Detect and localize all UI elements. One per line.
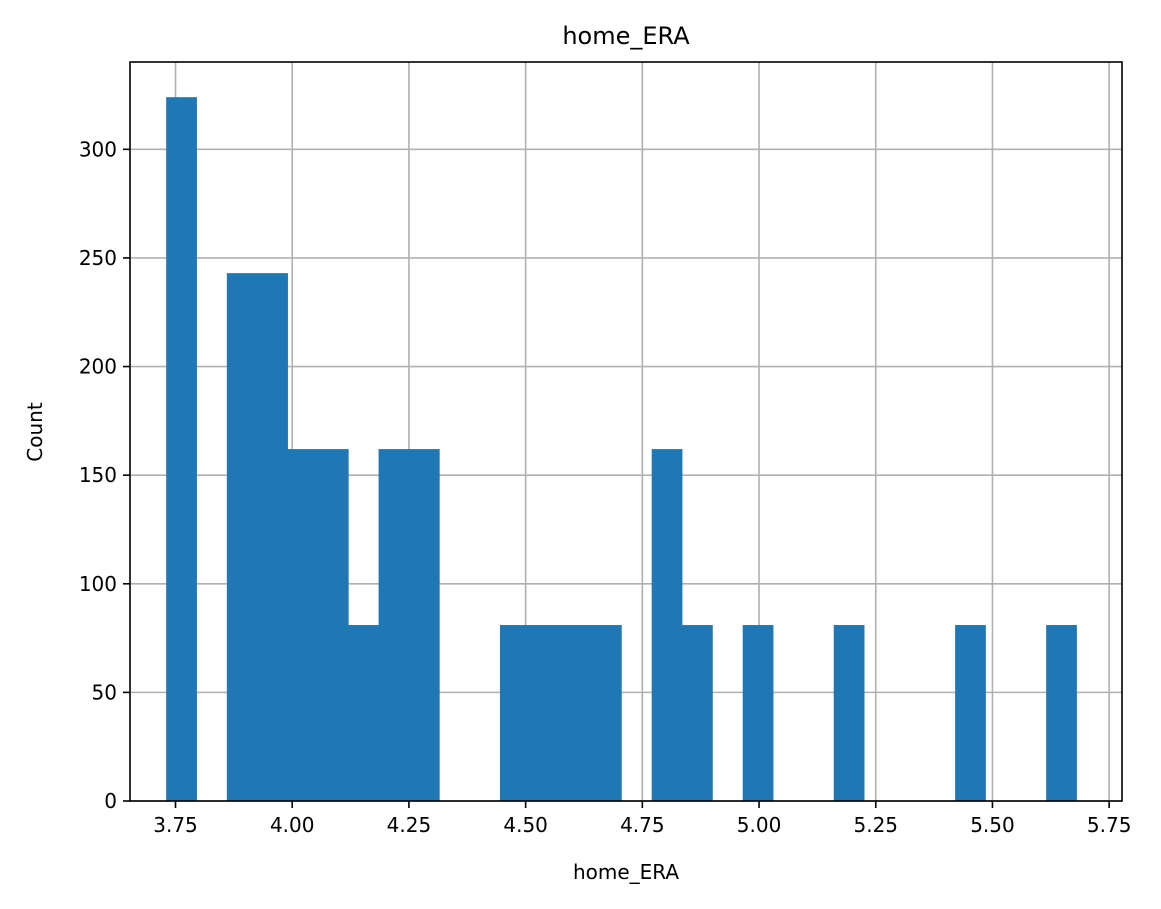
- histogram-bar: [166, 97, 197, 801]
- y-axis-ticks: 0 50 100 150 200 250 300: [79, 137, 130, 813]
- x-tick-label: 5.25: [853, 813, 898, 837]
- histogram-bar: [955, 625, 986, 801]
- histogram-bar: [287, 449, 319, 801]
- plot-area: [129, 61, 1123, 802]
- histogram-bar: [682, 625, 713, 801]
- x-tick-label: 4.50: [503, 813, 548, 837]
- histogram-bar: [651, 449, 683, 801]
- histogram-bar: [1046, 625, 1077, 801]
- x-tick-label: 5.75: [1087, 813, 1132, 837]
- chart-title: home_ERA: [562, 22, 690, 50]
- histogram-bar: [378, 449, 410, 801]
- y-tick-label: 0: [104, 789, 117, 813]
- histogram-bar: [742, 625, 774, 801]
- y-tick-label: 50: [92, 680, 117, 704]
- x-tick-label: 4.00: [270, 813, 315, 837]
- histogram-bar: [317, 449, 349, 801]
- histogram-bar: [590, 625, 622, 801]
- y-tick-label: 200: [79, 355, 117, 379]
- x-tick-label: 3.75: [153, 813, 198, 837]
- x-axis-ticks: 3.75 4.00 4.25 4.50 4.75 5.00 5.25 5.50 5.75: [153, 801, 1131, 837]
- x-axis-label: home_ERA: [573, 860, 679, 884]
- bars-layer: [166, 97, 1077, 802]
- y-tick-label: 150: [79, 463, 117, 487]
- y-tick-label: 300: [79, 137, 117, 161]
- histogram-bar: [408, 449, 440, 801]
- histogram-bar: [560, 625, 592, 801]
- y-tick-label: 100: [79, 572, 117, 596]
- x-tick-label: 5.00: [737, 813, 782, 837]
- y-axis-label: Count: [23, 402, 47, 462]
- x-tick-label: 5.50: [970, 813, 1015, 837]
- y-tick-label: 250: [79, 246, 117, 270]
- histogram-bar: [499, 625, 531, 801]
- x-tick-label: 4.25: [387, 813, 432, 837]
- plot-frame: [129, 61, 1123, 802]
- histogram-bar: [833, 625, 865, 801]
- histogram-bar: [348, 625, 379, 801]
- histogram-bar: [226, 273, 258, 802]
- x-tick-label: 4.75: [620, 813, 665, 837]
- histogram-bar: [530, 625, 562, 801]
- histogram-bar: [257, 273, 288, 802]
- grid-layer: [130, 62, 1122, 802]
